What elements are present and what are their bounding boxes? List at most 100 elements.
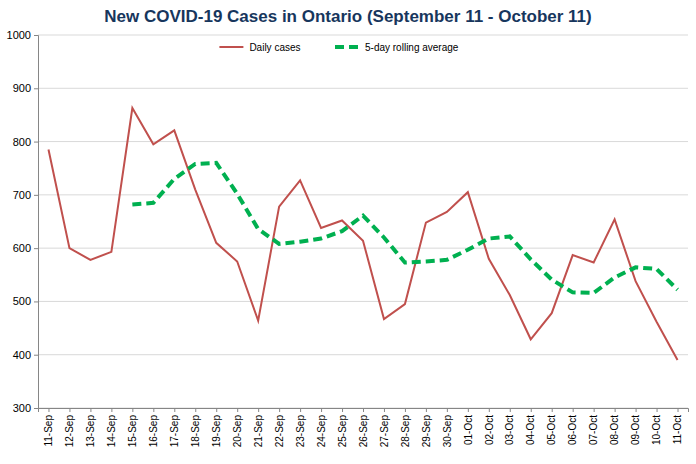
y-tick-label: 1000 bbox=[7, 29, 31, 41]
x-tick-label: 06-Oct bbox=[567, 415, 578, 445]
series-line bbox=[132, 163, 677, 293]
series-line bbox=[48, 108, 677, 360]
x-tick-mark bbox=[405, 408, 406, 412]
x-tick: 08-Oct bbox=[609, 408, 620, 445]
x-tick: 10-Oct bbox=[651, 408, 662, 445]
x-tick: 19-Sep bbox=[211, 408, 222, 447]
x-tick: 17-Sep bbox=[169, 408, 180, 447]
x-tick-label: 23-Sep bbox=[295, 415, 306, 448]
x-tick-label: 16-Sep bbox=[148, 415, 159, 448]
x-tick-label: 13-Sep bbox=[85, 415, 96, 448]
x-tick: 04-Oct bbox=[525, 408, 536, 445]
x-tick-label: 04-Oct bbox=[525, 415, 536, 445]
x-tick-mark bbox=[174, 408, 175, 412]
y-tick-label: 900 bbox=[13, 82, 31, 94]
x-tick-mark bbox=[279, 408, 280, 412]
x-tick: 11-Sep bbox=[43, 408, 54, 447]
x-tick-label: 05-Oct bbox=[546, 415, 557, 445]
x-tick-label: 09-Oct bbox=[630, 415, 641, 445]
chart: New COVID-19 Cases in Ontario (September… bbox=[0, 0, 696, 464]
grid-line bbox=[38, 354, 688, 355]
x-tick-mark bbox=[468, 408, 469, 412]
x-tick: 03-Oct bbox=[504, 408, 515, 445]
y-tick: 1000 bbox=[7, 29, 38, 41]
x-tick-mark bbox=[153, 408, 154, 412]
x-tick-label: 17-Sep bbox=[169, 415, 180, 448]
legend-swatch bbox=[219, 46, 243, 48]
x-tick-mark bbox=[636, 408, 637, 412]
x-tick-mark bbox=[678, 408, 679, 412]
x-tick-label: 19-Sep bbox=[211, 415, 222, 448]
y-tick-mark bbox=[34, 408, 38, 409]
x-tick: 05-Oct bbox=[546, 408, 557, 445]
y-tick-label: 500 bbox=[13, 295, 31, 307]
x-tick-mark bbox=[258, 408, 259, 412]
legend: Daily cases 5-day rolling average bbox=[219, 42, 458, 53]
x-tick-label: 27-Sep bbox=[379, 415, 390, 448]
y-tick-mark bbox=[34, 248, 38, 249]
y-tick-mark bbox=[34, 355, 38, 356]
x-tick-label: 10-Oct bbox=[651, 415, 662, 445]
x-axis: 11-Sep 12-Sep 13-Sep 14-Sep 15-Sep 16-Sep 17-S… bbox=[39, 408, 689, 447]
x-tick-mark bbox=[300, 408, 301, 412]
x-tick: 30-Sep bbox=[442, 408, 453, 447]
x-tick: 09-Oct bbox=[630, 408, 641, 445]
y-tick-mark bbox=[34, 88, 38, 89]
x-tick-label: 22-Sep bbox=[274, 415, 285, 448]
x-tick-mark bbox=[216, 408, 217, 412]
y-axis-line bbox=[34, 36, 39, 409]
x-tick: 25-Sep bbox=[337, 408, 348, 447]
x-tick-mark bbox=[237, 408, 238, 412]
x-tick: 02-Oct bbox=[484, 408, 495, 445]
x-tick-label: 29-Sep bbox=[421, 415, 432, 448]
x-tick: 14-Sep bbox=[106, 408, 117, 447]
x-tick: 28-Sep bbox=[400, 408, 411, 447]
y-tick: 900 bbox=[13, 82, 38, 94]
x-tick-mark bbox=[90, 408, 91, 412]
y-tick-mark bbox=[34, 195, 38, 196]
x-tick: 18-Sep bbox=[190, 408, 201, 447]
x-tick: 15-Sep bbox=[127, 408, 138, 447]
x-tick-mark bbox=[447, 408, 448, 412]
x-tick-label: 12-Sep bbox=[64, 415, 75, 448]
x-tick-mark bbox=[321, 408, 322, 412]
x-tick-label: 03-Oct bbox=[504, 415, 515, 445]
grid-line bbox=[38, 141, 688, 142]
x-tick-mark bbox=[48, 408, 49, 412]
x-tick: 23-Sep bbox=[295, 408, 306, 447]
x-tick-mark bbox=[111, 408, 112, 412]
y-tick: 800 bbox=[13, 136, 38, 148]
y-tick-label: 600 bbox=[13, 242, 31, 254]
x-tick: 22-Sep bbox=[274, 408, 285, 447]
x-tick-mark bbox=[426, 408, 427, 412]
y-tick-label: 300 bbox=[13, 402, 31, 414]
grid bbox=[38, 35, 688, 408]
legend-label: 5-day rolling average bbox=[365, 42, 459, 53]
y-tick-mark bbox=[34, 35, 38, 36]
legend-label: Daily cases bbox=[249, 42, 300, 53]
x-tick-label: 21-Sep bbox=[253, 415, 264, 448]
x-tick-label: 14-Sep bbox=[106, 415, 117, 448]
x-tick-label: 20-Sep bbox=[232, 415, 243, 448]
x-tick: 21-Sep bbox=[253, 408, 264, 447]
y-tick-label: 700 bbox=[13, 189, 31, 201]
x-tick-label: 01-Oct bbox=[463, 415, 474, 445]
grid-line bbox=[38, 301, 688, 302]
x-tick: 27-Sep bbox=[379, 408, 390, 447]
x-tick-label: 08-Oct bbox=[609, 415, 620, 445]
x-tick-label: 11-Oct bbox=[672, 415, 683, 444]
x-tick: 20-Sep bbox=[232, 408, 243, 447]
x-tick-mark bbox=[657, 408, 658, 412]
legend-swatch bbox=[335, 45, 359, 49]
x-tick-mark bbox=[195, 408, 196, 412]
x-tick-label: 07-Oct bbox=[588, 415, 599, 445]
x-tick: 16-Sep bbox=[148, 408, 159, 447]
x-tick-mark bbox=[132, 408, 133, 412]
grid-line bbox=[38, 194, 688, 195]
y-axis: 300 400 500 600 700 800 900 1000 bbox=[7, 29, 39, 414]
y-tick-mark bbox=[34, 142, 38, 143]
y-tick: 400 bbox=[13, 349, 38, 361]
y-tick: 300 bbox=[13, 402, 38, 414]
x-tick-label: 25-Sep bbox=[337, 415, 348, 448]
x-tick-mark bbox=[552, 408, 553, 412]
